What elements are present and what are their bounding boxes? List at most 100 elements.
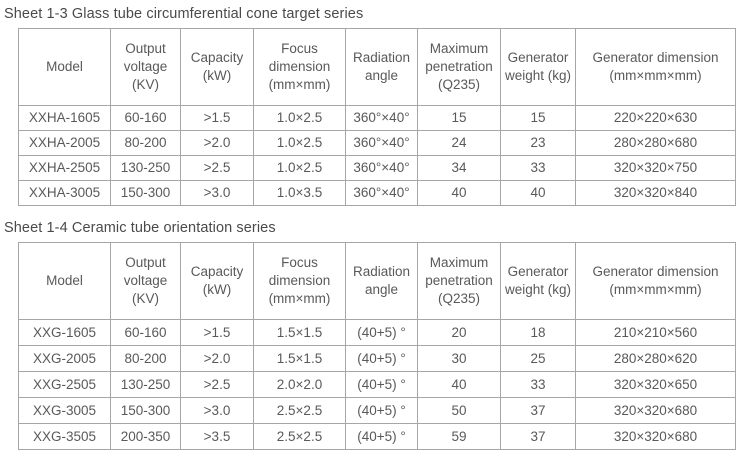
column-header: Generator weight (kg) bbox=[500, 28, 576, 106]
table-cell: 15 bbox=[500, 105, 576, 131]
table-cell: 40 bbox=[500, 180, 576, 206]
table-cell: XXG-3505 bbox=[18, 423, 111, 450]
table-cell: 280×280×620 bbox=[575, 345, 736, 372]
table-cell: 210×210×560 bbox=[575, 319, 736, 346]
column-header: Focus dimension (mm×mm) bbox=[253, 242, 346, 320]
table-cell: >2.5 bbox=[180, 371, 254, 398]
table-cell: 1.5×1.5 bbox=[253, 345, 346, 372]
table-cell: >1.5 bbox=[180, 105, 254, 131]
table-header: Model Output voltage (KV) Capacity (kW) Foc… bbox=[18, 28, 736, 106]
table-cell: 200-350 bbox=[110, 423, 181, 450]
table-cell: 33 bbox=[500, 155, 576, 181]
sheet-1-3-title: Sheet 1-3 Glass tube circumferential con… bbox=[4, 6, 364, 22]
table-cell: 320×320×840 bbox=[575, 180, 736, 206]
column-header: Maximum penetration (Q235) bbox=[417, 242, 501, 320]
table-cell: 15 bbox=[417, 105, 501, 131]
table-row: XXG-1605 60-160 >1.5 1.5×1.5 (40+5) ° 20 18 210… bbox=[18, 319, 736, 346]
table-row: XXHA-2505 130-250 >2.5 1.0×2.5 360°×40° 34 33 3… bbox=[18, 155, 736, 181]
table-header: Model Output voltage (KV) Capacity (kW) Foc… bbox=[18, 242, 736, 320]
table-cell: 33 bbox=[500, 371, 576, 398]
table-cell: 34 bbox=[417, 155, 501, 181]
table-cell: 60-160 bbox=[110, 105, 181, 131]
column-header: Output voltage (KV) bbox=[110, 28, 181, 106]
table-cell: XXG-2005 bbox=[18, 345, 111, 372]
table-row: XXHA-1605 60-160 >1.5 1.0×2.5 360°×40° 15 15 22… bbox=[18, 105, 736, 131]
table-cell: 360°×40° bbox=[345, 130, 418, 156]
table-cell: 320×320×650 bbox=[575, 371, 736, 398]
table-cell: 80-200 bbox=[110, 130, 181, 156]
table-cell: >2.0 bbox=[180, 345, 254, 372]
table-cell: 2.5×2.5 bbox=[253, 397, 346, 424]
table-cell: 20 bbox=[417, 319, 501, 346]
table-cell: 360°×40° bbox=[345, 155, 418, 181]
table-cell: XXHA-3005 bbox=[18, 180, 111, 206]
column-header: Model bbox=[18, 242, 111, 320]
table-row: XXG-3505 200-350 >3.5 2.5×2.5 (40+5) ° 59 37 32… bbox=[18, 423, 736, 450]
table-cell: 1.0×3.5 bbox=[253, 180, 346, 206]
table-cell: 1.0×2.5 bbox=[253, 105, 346, 131]
table-cell: 24 bbox=[417, 130, 501, 156]
table-cell: 50 bbox=[417, 397, 501, 424]
table-cell: XXHA-2505 bbox=[18, 155, 111, 181]
table-cell: 1.0×2.5 bbox=[253, 155, 346, 181]
table-cell: >3.0 bbox=[180, 180, 254, 206]
ceramic-tube-spec-table: Model Output voltage (KV) Capacity (kW) Foc… bbox=[18, 242, 736, 450]
column-header: Radiation angle bbox=[345, 242, 418, 320]
table-cell: 18 bbox=[500, 319, 576, 346]
table-cell: 40 bbox=[417, 371, 501, 398]
table-cell: 23 bbox=[500, 130, 576, 156]
column-header: Radiation angle bbox=[345, 28, 418, 106]
table-cell: 320×320×750 bbox=[575, 155, 736, 181]
column-header: Generator dimension (mm×mm×mm) bbox=[575, 242, 736, 320]
table-cell: >2.0 bbox=[180, 130, 254, 156]
column-header: Model bbox=[18, 28, 111, 106]
header-row: Model Output voltage (KV) Capacity (kW) Foc… bbox=[18, 242, 736, 320]
table-cell: 220×220×630 bbox=[575, 105, 736, 131]
table-cell: 130-250 bbox=[110, 155, 181, 181]
table-cell: 40 bbox=[417, 180, 501, 206]
table-cell: 80-200 bbox=[110, 345, 181, 372]
table-row: XXG-2505 130-250 >2.5 2.0×2.0 (40+5) ° 40 33 32… bbox=[18, 371, 736, 398]
table-cell: XXHA-1605 bbox=[18, 105, 111, 131]
table-cell: 320×320×680 bbox=[575, 423, 736, 450]
table-cell: 59 bbox=[417, 423, 501, 450]
table-cell: >3.0 bbox=[180, 397, 254, 424]
table-cell: 25 bbox=[500, 345, 576, 372]
table-row: XXG-2005 80-200 >2.0 1.5×1.5 (40+5) ° 30 25 280… bbox=[18, 345, 736, 372]
glass-tube-spec-table: Model Output voltage (KV) Capacity (kW) Foc… bbox=[18, 28, 736, 206]
table-cell: (40+5) ° bbox=[345, 319, 418, 346]
table-cell: 1.0×2.5 bbox=[253, 130, 346, 156]
table-cell: 150-300 bbox=[110, 180, 181, 206]
table-cell: 30 bbox=[417, 345, 501, 372]
table-cell: (40+5) ° bbox=[345, 371, 418, 398]
column-header: Output voltage (KV) bbox=[110, 242, 181, 320]
table-cell: 280×280×680 bbox=[575, 130, 736, 156]
table-cell: 37 bbox=[500, 397, 576, 424]
table-cell: 1.5×1.5 bbox=[253, 319, 346, 346]
column-header: Maximum penetration (Q235) bbox=[417, 28, 501, 106]
column-header: Generator weight (kg) bbox=[500, 242, 576, 320]
table-cell: 60-160 bbox=[110, 319, 181, 346]
table-cell: XXG-2505 bbox=[18, 371, 111, 398]
table-row: XXHA-2005 80-200 >2.0 1.0×2.5 360°×40° 24 23 28… bbox=[18, 130, 736, 156]
table-cell: 37 bbox=[500, 423, 576, 450]
table-row: XXHA-3005 150-300 >3.0 1.0×3.5 360°×40° 40 40 3… bbox=[18, 180, 736, 206]
table-cell: >1.5 bbox=[180, 319, 254, 346]
column-header: Focus dimension (mm×mm) bbox=[253, 28, 346, 106]
table-cell: (40+5) ° bbox=[345, 423, 418, 450]
table-cell: XXG-3005 bbox=[18, 397, 111, 424]
table-cell: (40+5) ° bbox=[345, 397, 418, 424]
table-row: XXG-3005 150-300 >3.0 2.5×2.5 (40+5) ° 50 37 32… bbox=[18, 397, 736, 424]
table-cell: XXHA-2005 bbox=[18, 130, 111, 156]
table-body: XXG-1605 60-160 >1.5 1.5×1.5 (40+5) ° 20 18 210… bbox=[18, 319, 736, 450]
table-cell: XXG-1605 bbox=[18, 319, 111, 346]
table-cell: 150-300 bbox=[110, 397, 181, 424]
column-header: Generator dimension (mm×mm×mm) bbox=[575, 28, 736, 106]
column-header: Capacity (kW) bbox=[180, 28, 254, 106]
table-cell: (40+5) ° bbox=[345, 345, 418, 372]
table-cell: 130-250 bbox=[110, 371, 181, 398]
table-cell: 360°×40° bbox=[345, 105, 418, 131]
table-cell: >2.5 bbox=[180, 155, 254, 181]
sheet-1-4-title: Sheet 1-4 Ceramic tube orientation serie… bbox=[4, 220, 276, 236]
